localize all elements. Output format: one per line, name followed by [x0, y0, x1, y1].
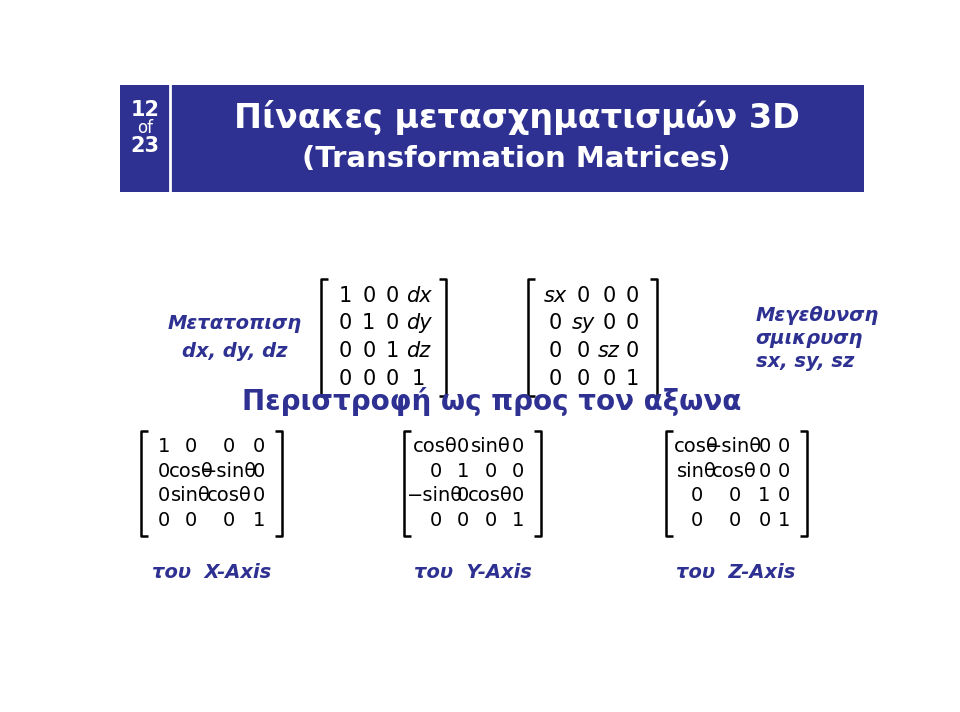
Text: (Transformation Matrices): (Transformation Matrices) [302, 145, 732, 172]
Text: sx, sy, sz: sx, sy, sz [756, 352, 853, 372]
Text: cosθ: cosθ [712, 461, 757, 481]
Text: 0: 0 [185, 437, 198, 456]
Text: 0: 0 [778, 437, 790, 456]
Text: sz: sz [598, 341, 620, 361]
Text: 0: 0 [185, 511, 198, 530]
Text: 0: 0 [362, 286, 375, 305]
Text: sinθ: sinθ [470, 437, 511, 456]
Text: cosθ: cosθ [206, 486, 252, 506]
Text: 0: 0 [339, 341, 352, 361]
Text: 0: 0 [512, 461, 524, 481]
Text: 1: 1 [362, 313, 375, 333]
Text: 0: 0 [549, 369, 563, 389]
Text: 1: 1 [412, 369, 425, 389]
Text: 0: 0 [253, 437, 265, 456]
Text: 0: 0 [549, 341, 563, 361]
Text: 0: 0 [690, 486, 703, 506]
Text: 0: 0 [429, 511, 442, 530]
Bar [120, 85, 864, 192]
Text: 0: 0 [223, 511, 235, 530]
Text: Πίνακες μετασχηματισμών 3D: Πίνακες μετασχηματισμών 3D [234, 100, 800, 135]
Text: sx: sx [544, 286, 567, 305]
Text: 0: 0 [339, 313, 352, 333]
Text: 1: 1 [626, 369, 639, 389]
Text: 1: 1 [778, 511, 790, 530]
Text: dz: dz [406, 341, 430, 361]
Text: του  X-Axis: του X-Axis [152, 562, 271, 582]
Text: −sinθ: −sinθ [707, 437, 762, 456]
Text: sy: sy [572, 313, 595, 333]
Text: 0: 0 [603, 286, 615, 305]
Text: 0: 0 [157, 486, 170, 506]
Text: 0: 0 [758, 511, 771, 530]
Text: του  Z-Axis: του Z-Axis [677, 562, 796, 582]
Text: 1: 1 [339, 286, 352, 305]
Text: sinθ: sinθ [677, 461, 716, 481]
Text: 0: 0 [385, 369, 398, 389]
Text: 0: 0 [758, 461, 771, 481]
Text: Μετατοπιση: Μετατοπιση [168, 314, 301, 333]
Text: 0: 0 [603, 369, 615, 389]
Text: 0: 0 [457, 437, 469, 456]
Text: 0: 0 [577, 369, 590, 389]
Text: cosθ: cosθ [413, 437, 458, 456]
Text: 1: 1 [512, 511, 524, 530]
Text: 0: 0 [512, 486, 524, 506]
Text: 0: 0 [457, 511, 469, 530]
Text: 0: 0 [758, 437, 771, 456]
Text: Μεγεθυνση: Μεγεθυνση [756, 306, 878, 325]
Text: 23: 23 [131, 135, 159, 155]
Text: dx, dy, dz: dx, dy, dz [182, 342, 287, 360]
Text: 0: 0 [362, 341, 375, 361]
Text: 0: 0 [626, 341, 639, 361]
Text: 1: 1 [157, 437, 170, 456]
Text: cosθ: cosθ [169, 461, 214, 481]
Text: 0: 0 [626, 286, 639, 305]
Text: 0: 0 [690, 511, 703, 530]
Text: 0: 0 [626, 313, 639, 333]
Text: 0: 0 [778, 486, 790, 506]
Text: 0: 0 [157, 461, 170, 481]
Text: 0: 0 [603, 313, 615, 333]
Text: 0: 0 [512, 437, 524, 456]
Text: 0: 0 [729, 486, 741, 506]
Text: 0: 0 [577, 286, 590, 305]
Text: σμικρυση: σμικρυση [756, 329, 863, 348]
Text: 0: 0 [729, 511, 741, 530]
Text: 0: 0 [485, 511, 496, 530]
Text: 0: 0 [577, 341, 590, 361]
Text: 0: 0 [339, 369, 352, 389]
Text: 0: 0 [485, 461, 496, 481]
Text: 0: 0 [253, 461, 265, 481]
Text: 12: 12 [131, 100, 159, 120]
Text: 0: 0 [549, 313, 563, 333]
Text: 0: 0 [157, 511, 170, 530]
Text: dy: dy [405, 313, 431, 333]
Text: cosθ: cosθ [468, 486, 513, 506]
Text: 1: 1 [252, 511, 265, 530]
Text: of: of [137, 119, 153, 137]
Text: 0: 0 [429, 461, 442, 481]
Text: 1: 1 [457, 461, 469, 481]
Text: του  Y-Axis: του Y-Axis [414, 562, 532, 582]
Text: 0: 0 [385, 313, 398, 333]
Text: dx: dx [405, 286, 431, 305]
Text: −sinθ: −sinθ [202, 461, 257, 481]
Text: Περιστροφή ως προς τον αξωνα: Περιστροφή ως προς τον αξωνα [242, 387, 742, 416]
Text: 0: 0 [223, 437, 235, 456]
Text: 0: 0 [778, 461, 790, 481]
Text: 1: 1 [758, 486, 771, 506]
Text: −sinθ: −sinθ [407, 486, 464, 506]
Text: 0: 0 [385, 286, 398, 305]
Text: 1: 1 [385, 341, 398, 361]
Text: sinθ: sinθ [172, 486, 211, 506]
Text: 0: 0 [457, 486, 469, 506]
Text: cosθ: cosθ [674, 437, 719, 456]
Text: 0: 0 [253, 486, 265, 506]
Text: 0: 0 [362, 369, 375, 389]
